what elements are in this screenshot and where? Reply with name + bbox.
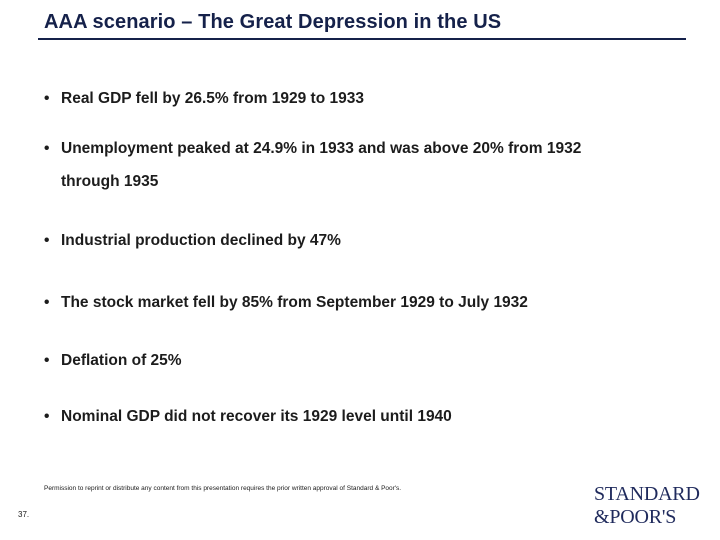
bullet-item: • Deflation of 25% [44,352,684,370]
slide-title: AAA scenario – The Great Depression in t… [44,11,502,33]
bullet-item: • Nominal GDP did not recover its 1929 le… [44,408,684,426]
bullet-dot-icon: • [44,408,50,425]
logo-line-1: STANDARD [594,483,700,505]
bullet-text: Industrial production declined by 47% [61,232,341,249]
bullet-text: Unemployment peaked at 24.9% in 1933 and… [61,140,582,157]
bullet-text: Real GDP fell by 26.5% from 1929 to 1933 [61,90,364,107]
disclaimer-text: Permission to reprint or distribute any … [44,485,402,492]
title-divider [38,38,686,40]
page-number: 37. [18,510,30,519]
standard-and-poors-logo: STANDARD &POOR'S [594,484,704,530]
bullet-text: Nominal GDP did not recover its 1929 lev… [61,408,452,425]
bullet-dot-icon: • [44,232,50,249]
bullet-dot-icon: • [44,140,50,157]
bullet-dot-icon: • [44,352,50,369]
bullet-item: • Real GDP fell by 26.5% from 1929 to 193… [44,90,684,108]
bullet-item: • Industrial production declined by 47% [44,232,684,250]
bullet-text: The stock market fell by 85% from Septem… [61,294,528,311]
bullet-continuation: through 1935 [61,173,159,190]
logo-line-2: &POOR'S [594,506,677,528]
bullet-item: • Unemployment peaked at 24.9% in 1933 an… [44,140,684,191]
bullet-dot-icon: • [44,294,50,311]
bullet-text: Deflation of 25% [61,352,182,369]
bullet-item: • The stock market fell by 85% from Septe… [44,294,684,312]
bullet-dot-icon: • [44,90,50,107]
